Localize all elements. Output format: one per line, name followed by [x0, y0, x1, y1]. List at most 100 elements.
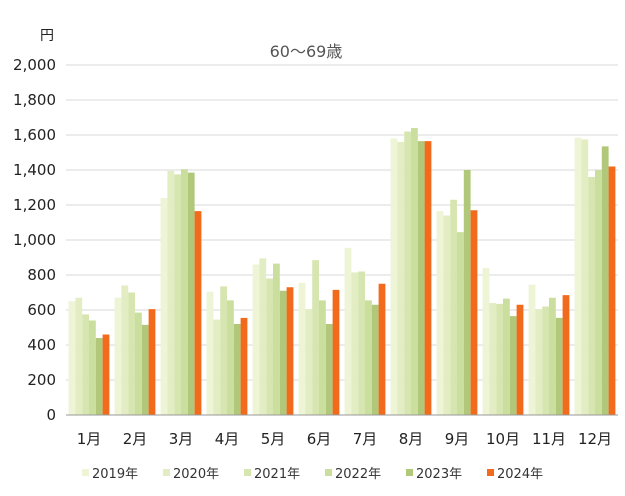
bar: [252, 264, 260, 415]
bar: [89, 320, 96, 415]
bar: [588, 177, 595, 415]
bar: [121, 285, 129, 415]
bar: [206, 291, 214, 416]
bar: [424, 141, 432, 416]
bar: [574, 137, 582, 416]
bar: [509, 316, 517, 416]
bar: [450, 199, 457, 415]
legend: 2019年 2020年 2021年 2022年 2023年 2024年: [82, 467, 543, 482]
bar: [601, 146, 609, 416]
bar: [496, 303, 503, 416]
legend-label: 2023年: [416, 467, 462, 482]
bar: [358, 271, 365, 415]
bar: [535, 309, 543, 416]
x-tick-label: 3月: [169, 430, 194, 448]
bar: [397, 142, 405, 415]
bar: [102, 334, 110, 415]
y-tick-label: 1,200: [13, 196, 56, 214]
bar: [181, 169, 188, 416]
bar: [482, 268, 490, 415]
y-tick-label: 1,000: [13, 231, 56, 249]
legend-label: 2021年: [254, 467, 300, 482]
legend-swatch: [244, 469, 251, 476]
y-tick-label: 1,800: [13, 91, 56, 109]
bar: [233, 324, 241, 415]
bar: [528, 284, 536, 416]
bar: [503, 298, 510, 416]
bar: [148, 309, 156, 416]
chart-title: 60～69歳: [270, 42, 343, 61]
bar: [351, 272, 359, 416]
bar: [378, 283, 386, 415]
bar: [555, 317, 563, 416]
y-tick-label: 400: [27, 336, 56, 354]
bar: [82, 314, 89, 416]
bar: [470, 210, 478, 415]
bar: [463, 170, 471, 415]
bar: [332, 289, 340, 416]
bar: [417, 141, 425, 416]
x-tick-label: 8月: [399, 430, 424, 448]
x-tick-label: 2月: [123, 430, 148, 448]
x-tick-label: 11月: [532, 430, 566, 448]
bar: [371, 304, 379, 415]
bar: [581, 139, 589, 416]
bar: [443, 215, 451, 415]
y-tick-label: 600: [27, 301, 56, 319]
bar: [549, 297, 556, 415]
bar: [436, 211, 444, 416]
legend-swatch: [82, 469, 89, 476]
legend-swatch: [406, 469, 413, 476]
x-axis-labels: 1月 2月 3月 4月 5月 6月 7月 8月 9月 10月 11月 12月: [77, 430, 612, 448]
bar: [608, 166, 616, 415]
legend-label: 2022年: [335, 467, 381, 482]
bar: [542, 306, 549, 415]
legend-swatch: [163, 469, 170, 476]
x-tick-label: 9月: [445, 430, 470, 448]
bars: [68, 128, 616, 416]
bar: [319, 300, 326, 416]
gridlines: [66, 64, 618, 416]
bar: [595, 170, 602, 415]
x-tick-label: 7月: [353, 430, 378, 448]
bar: [174, 174, 181, 416]
legend-swatch: [487, 469, 494, 476]
bar: [167, 170, 175, 416]
y-tick-label: 2,000: [13, 56, 56, 74]
x-tick-label: 10月: [486, 430, 520, 448]
bar: [325, 324, 333, 415]
legend-label: 2024年: [497, 467, 543, 482]
bar: [562, 295, 570, 416]
x-tick-label: 6月: [307, 430, 332, 448]
bar: [95, 338, 103, 415]
bar: [344, 247, 352, 416]
bar: [135, 312, 142, 416]
x-tick-label: 1月: [77, 430, 102, 448]
bar: [213, 319, 221, 416]
legend-swatch: [325, 469, 332, 476]
y-tick-label: 200: [27, 371, 56, 389]
y-tick-label: 1,400: [13, 161, 56, 179]
legend-label: 2019年: [92, 467, 138, 482]
bar: [390, 138, 398, 415]
y-tick-label: 0: [46, 406, 56, 424]
bar: [128, 292, 135, 415]
bar: [286, 287, 294, 415]
bar: [365, 300, 372, 416]
bar: [273, 263, 280, 416]
bar: [187, 172, 195, 416]
bar: [489, 303, 497, 415]
bar: [404, 131, 411, 415]
bar: [68, 301, 76, 415]
bar: [160, 198, 168, 415]
x-tick-label: 5月: [261, 430, 286, 448]
bar: [259, 258, 267, 416]
bar: [227, 300, 234, 416]
y-tick-label: 1,600: [13, 126, 56, 144]
bar: [312, 260, 319, 416]
bar: [194, 211, 202, 416]
legend-label: 2020年: [173, 467, 219, 482]
y-axis-labels: 0 200 400 600 800 1,000 1,200 1,400 1,600 1,800 2,…: [13, 56, 56, 424]
bar: [305, 309, 313, 416]
